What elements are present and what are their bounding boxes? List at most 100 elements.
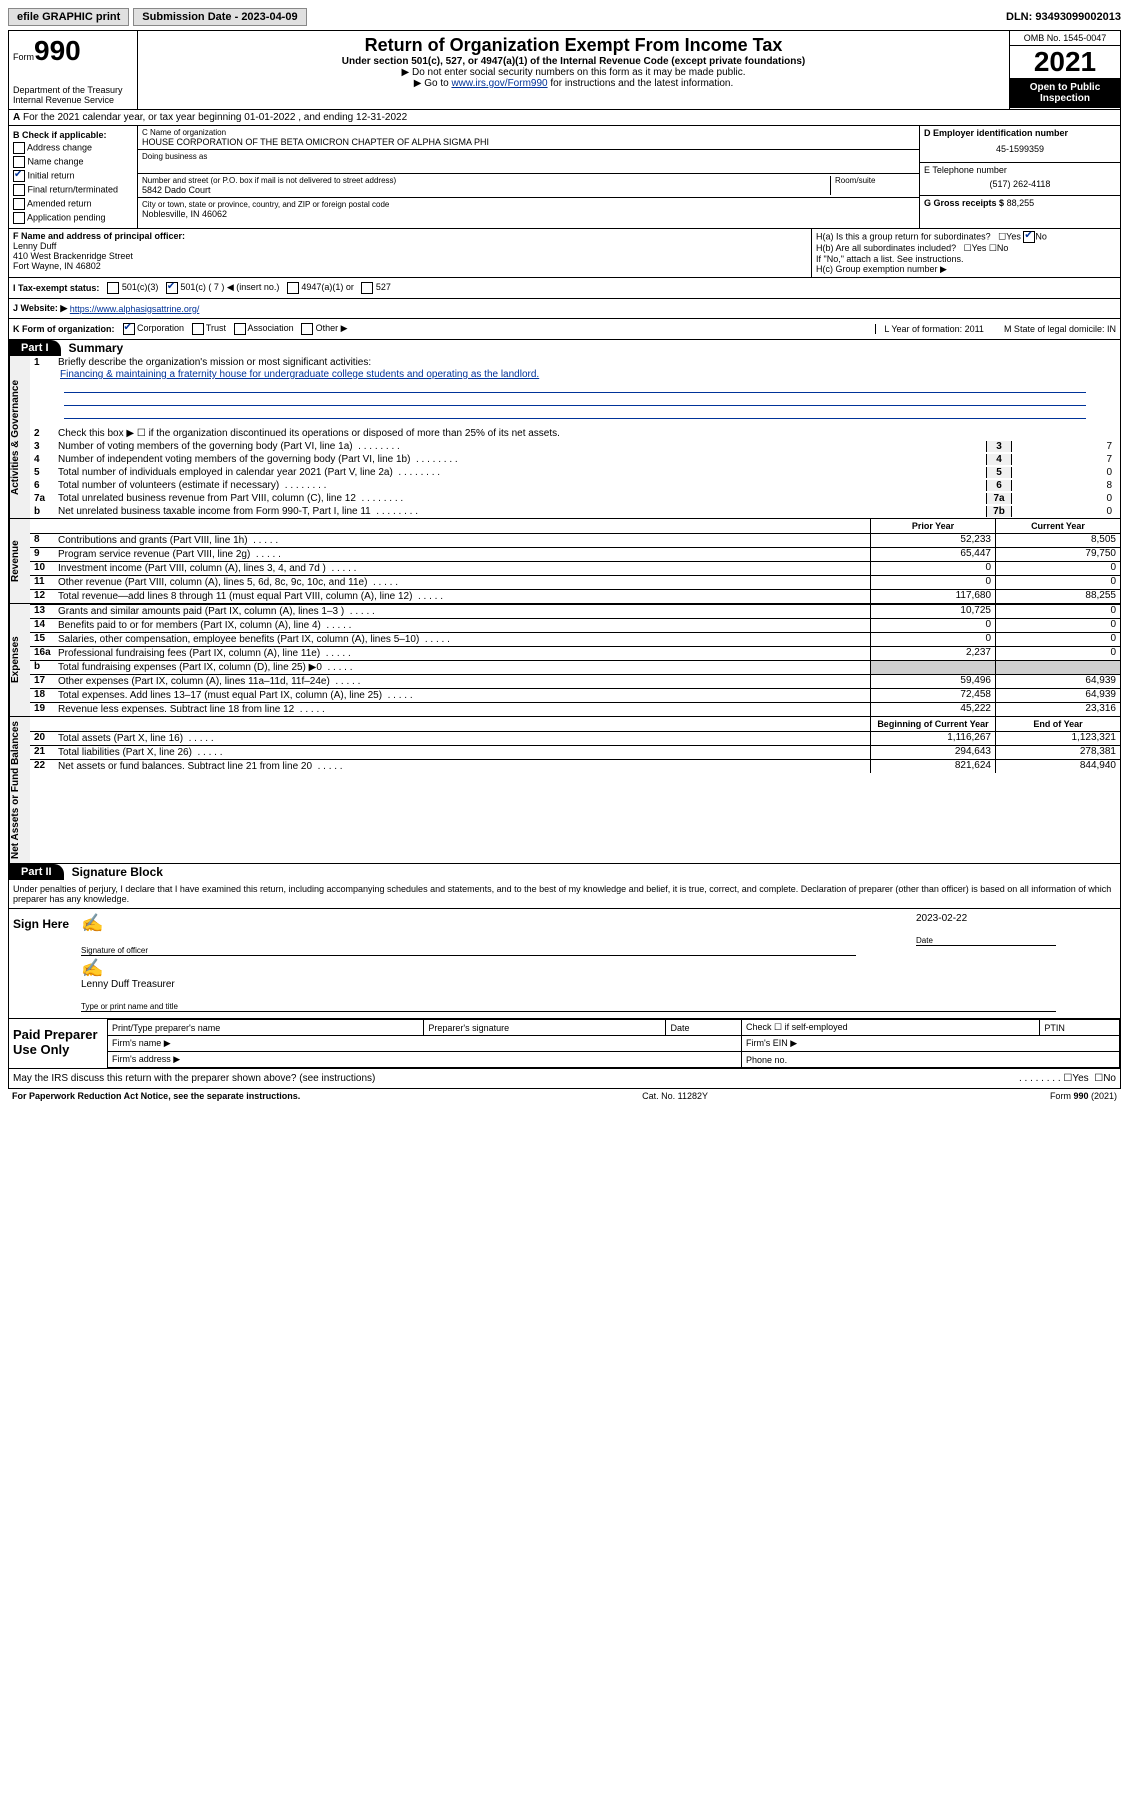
line-20: 20Total assets (Part X, line 16) . . . .…	[30, 731, 1120, 745]
state-domicile: M State of legal domicile: IN	[1004, 324, 1116, 334]
form-note-2: ▶ Go to www.irs.gov/Form990 for instruct…	[142, 78, 1005, 89]
line-17: 17Other expenses (Part IX, column (A), l…	[30, 674, 1120, 688]
street-label: Number and street (or P.O. box if mail i…	[142, 176, 830, 185]
gov-line-6: 6Total number of volunteers (estimate if…	[30, 479, 1120, 492]
k-opt[interactable]: Other ▶	[301, 323, 355, 333]
form-note-1: ▶ Do not enter social security numbers o…	[142, 67, 1005, 78]
c-label: C Name of organization	[142, 128, 915, 137]
officer-addr1: 410 West Brackenridge Street	[13, 251, 807, 261]
hc-label: H(c) Group exemption number ▶	[816, 264, 1116, 275]
hb-note: If "No," attach a list. See instructions…	[816, 254, 1116, 264]
form-container: Form990 Department of the Treasury Inter…	[8, 30, 1121, 1089]
checkbox-final-return-terminated[interactable]: Final return/terminated	[13, 184, 133, 196]
row-a-tax-year: A For the 2021 calendar year, or tax yea…	[9, 110, 1120, 126]
tax-opt[interactable]: 527	[361, 282, 398, 292]
date-label: Date	[916, 926, 1056, 946]
city-label: City or town, state or province, country…	[142, 200, 915, 209]
website-row: J Website: ▶ https://www.alphasigsattrin…	[9, 299, 1120, 319]
hb-label: H(b) Are all subordinates included? ☐Yes…	[816, 243, 1116, 254]
street: 5842 Dado Court	[142, 185, 830, 195]
open-inspection: Open to Public Inspection	[1010, 78, 1120, 108]
checkbox-amended-return[interactable]: Amended return	[13, 198, 133, 210]
line-19: 19Revenue less expenses. Subtract line 1…	[30, 702, 1120, 716]
discuss-label: May the IRS discuss this return with the…	[13, 1073, 1019, 1084]
line-10: 10Investment income (Part VIII, column (…	[30, 561, 1120, 575]
gov-line-5: 5Total number of individuals employed in…	[30, 466, 1120, 479]
form-header: Form990 Department of the Treasury Inter…	[9, 31, 1120, 110]
tax-opt[interactable]: 4947(a)(1) or	[287, 282, 362, 292]
line-16a: 16aProfessional fundraising fees (Part I…	[30, 646, 1120, 660]
top-bar: efile GRAPHIC print Submission Date - 20…	[8, 8, 1121, 26]
prep-hdr: Print/Type preparer's name	[108, 1020, 424, 1036]
tax-status-row: I Tax-exempt status: 501(c)(3) 501(c) ( …	[9, 278, 1120, 299]
k-row: K Form of organization: Corporation Trus…	[9, 319, 1120, 340]
current-year-hdr: Current Year	[995, 519, 1120, 533]
officer-addr2: Fort Wayne, IN 46802	[13, 261, 807, 271]
line-21: 21Total liabilities (Part X, line 26) . …	[30, 745, 1120, 759]
d-label: D Employer identification number	[924, 128, 1068, 138]
website-link[interactable]: https://www.alphasigsattrine.org/	[70, 304, 200, 314]
f-label: F Name and address of principal officer:	[13, 231, 185, 241]
gov-line-4: 4Number of independent voting members of…	[30, 453, 1120, 466]
tax-opt[interactable]: 501(c)(3)	[107, 282, 166, 292]
room-label: Room/suite	[835, 176, 915, 185]
gross-receipts: 88,255	[1007, 198, 1035, 208]
line-22: 22Net assets or fund balances. Subtract …	[30, 759, 1120, 773]
line-11: 11Other revenue (Part VIII, column (A), …	[30, 575, 1120, 589]
org-name: HOUSE CORPORATION OF THE BETA OMICRON CH…	[142, 137, 915, 147]
tax-year: 2021	[1010, 46, 1120, 78]
gov-line-7a: 7aTotal unrelated business revenue from …	[30, 492, 1120, 505]
name-title-label: Type or print name and title	[81, 992, 1056, 1012]
form-ref: Form 990 (2021)	[1050, 1091, 1117, 1101]
preparer-table: Print/Type preparer's namePreparer's sig…	[107, 1019, 1120, 1068]
sidelabel-expenses: Expenses	[9, 604, 30, 716]
checkbox-application-pending[interactable]: Application pending	[13, 212, 133, 224]
line-13: 13Grants and similar amounts paid (Part …	[30, 604, 1120, 618]
gov-line-3: 3Number of voting members of the governi…	[30, 440, 1120, 453]
end-year-hdr: End of Year	[995, 717, 1120, 731]
sig-officer-line: Signature of officer	[81, 936, 856, 956]
prep-hdr: PTIN	[1040, 1020, 1120, 1036]
part2-header: Part II Signature Block	[9, 864, 1120, 880]
line2: Check this box ▶ ☐ if the organization d…	[58, 428, 1116, 439]
ha-label: H(a) Is this a group return for subordin…	[816, 231, 1116, 243]
line-18: 18Total expenses. Add lines 13–17 (must …	[30, 688, 1120, 702]
efile-button[interactable]: efile GRAPHIC print	[8, 8, 129, 26]
prep-hdr: Check ☐ if self-employed	[742, 1020, 1040, 1036]
sidelabel-net-assets: Net Assets or Fund Balances	[9, 717, 30, 863]
line-9: 9Program service revenue (Part VIII, lin…	[30, 547, 1120, 561]
g-label: G Gross receipts $	[924, 198, 1004, 208]
tax-opt[interactable]: 501(c) ( 7 ) ◀ (insert no.)	[166, 282, 287, 292]
prior-year-hdr: Prior Year	[870, 519, 995, 533]
col-b-checkboxes: B Check if applicable: Address change Na…	[9, 126, 138, 228]
dba-label: Doing business as	[142, 152, 915, 161]
irs-link[interactable]: www.irs.gov/Form990	[451, 78, 547, 89]
part1-header: Part I Summary	[9, 340, 1120, 356]
sidelabel-governance: Activities & Governance	[9, 356, 30, 518]
form-word: Form	[13, 52, 34, 62]
checkbox-address-change[interactable]: Address change	[13, 142, 133, 154]
line-15: 15Salaries, other compensation, employee…	[30, 632, 1120, 646]
form-subtitle: Under section 501(c), 527, or 4947(a)(1)…	[142, 56, 1005, 67]
line1-label: Briefly describe the organization's miss…	[58, 357, 1116, 368]
checkbox-initial-return[interactable]: Initial return	[13, 170, 133, 182]
k-opt[interactable]: Association	[234, 323, 302, 333]
phone: (517) 262-4118	[924, 175, 1116, 193]
beg-year-hdr: Beginning of Current Year	[870, 717, 995, 731]
sidelabel-revenue: Revenue	[9, 519, 30, 603]
dln: DLN: 93493099002013	[1006, 11, 1121, 23]
gov-line-b: bNet unrelated business taxable income f…	[30, 505, 1120, 518]
city: Noblesville, IN 46062	[142, 209, 915, 219]
mission-text: Financing & maintaining a fraternity hou…	[60, 369, 1090, 380]
declaration: Under penalties of perjury, I declare th…	[9, 880, 1120, 909]
prep-hdr: Date	[666, 1020, 742, 1036]
k-opt[interactable]: Trust	[192, 323, 234, 333]
submission-date-button[interactable]: Submission Date - 2023-04-09	[133, 8, 306, 26]
line-b: bTotal fundraising expenses (Part IX, co…	[30, 660, 1120, 674]
sig-date: 2023-02-22	[916, 913, 1116, 924]
discuss-yesno: . . . . . . . . ☐Yes ☐No	[1019, 1073, 1116, 1084]
prep-hdr: Preparer's signature	[424, 1020, 666, 1036]
checkbox-name-change[interactable]: Name change	[13, 156, 133, 168]
line-14: 14Benefits paid to or for members (Part …	[30, 618, 1120, 632]
k-opt[interactable]: Corporation	[123, 323, 192, 333]
